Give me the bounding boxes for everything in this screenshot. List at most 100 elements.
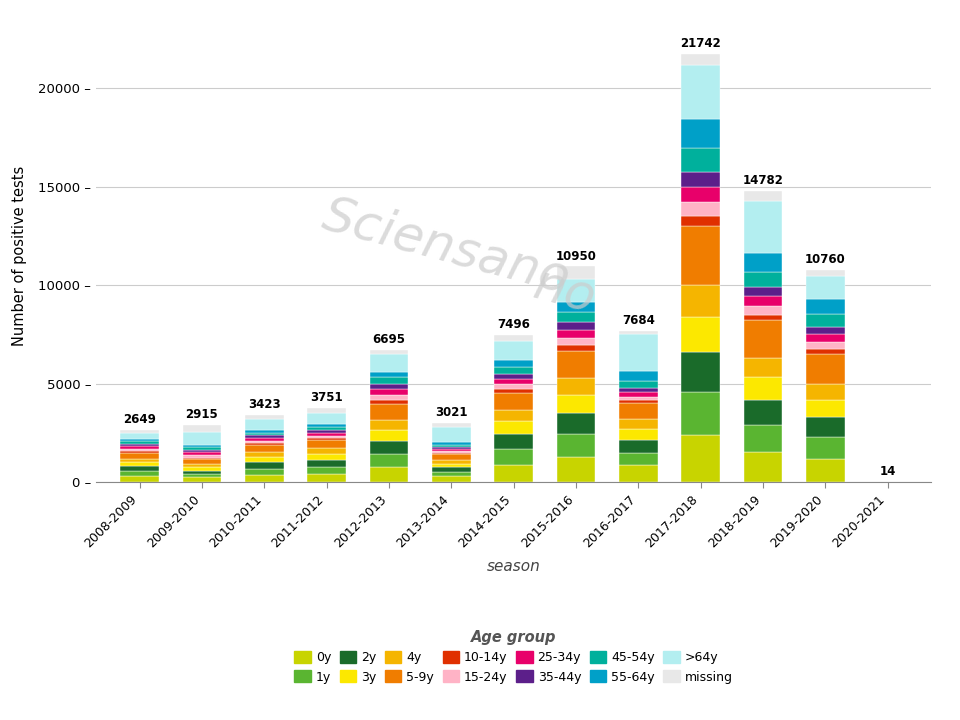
X-axis label: season: season <box>487 559 540 574</box>
Bar <box>370 372 408 377</box>
Bar <box>744 452 782 482</box>
Bar <box>182 432 221 445</box>
Y-axis label: Number of positive tests: Number of positive tests <box>12 166 27 346</box>
Bar <box>682 226 720 285</box>
Bar <box>744 287 782 297</box>
Bar <box>245 462 283 469</box>
Bar <box>245 443 283 445</box>
Bar <box>805 418 845 437</box>
Bar <box>245 469 283 475</box>
Bar <box>432 467 470 472</box>
Bar <box>245 457 283 462</box>
Bar <box>619 465 658 482</box>
Bar <box>245 433 283 436</box>
Bar <box>120 441 159 444</box>
Bar <box>182 474 221 477</box>
Bar <box>744 253 782 272</box>
Bar <box>120 446 159 449</box>
Bar <box>307 430 346 433</box>
Bar <box>120 433 159 439</box>
Bar <box>120 476 159 482</box>
Bar <box>805 400 845 418</box>
Bar <box>805 343 845 349</box>
Text: 3751: 3751 <box>310 392 343 405</box>
Bar <box>120 453 159 459</box>
Bar <box>370 354 408 372</box>
Bar <box>245 436 283 438</box>
Bar <box>682 119 720 148</box>
Bar <box>744 191 782 202</box>
Bar <box>744 320 782 359</box>
Bar <box>682 172 720 186</box>
Text: 14782: 14782 <box>742 174 783 187</box>
Bar <box>182 425 221 432</box>
Bar <box>557 266 595 279</box>
Bar <box>307 440 346 448</box>
Bar <box>370 377 408 384</box>
Bar <box>557 330 595 338</box>
Bar <box>557 346 595 351</box>
Bar <box>619 381 658 387</box>
Bar <box>557 395 595 413</box>
Bar <box>682 53 720 66</box>
Bar <box>182 445 221 447</box>
Text: 10760: 10760 <box>804 253 846 266</box>
Bar <box>307 460 346 467</box>
Bar <box>494 465 533 482</box>
Text: 3021: 3021 <box>435 406 468 419</box>
Bar <box>557 413 595 434</box>
Bar <box>432 449 470 451</box>
Bar <box>682 186 720 202</box>
Bar <box>120 439 159 441</box>
Bar <box>744 426 782 452</box>
Bar <box>682 435 720 482</box>
Bar <box>619 331 658 334</box>
Bar <box>494 384 533 389</box>
Bar <box>557 322 595 330</box>
Text: 10950: 10950 <box>556 250 596 263</box>
Bar <box>619 397 658 400</box>
Bar <box>245 441 283 443</box>
Bar <box>432 444 470 447</box>
Bar <box>682 392 720 435</box>
Bar <box>494 360 533 366</box>
Bar <box>120 444 159 446</box>
Bar <box>619 403 658 419</box>
Bar <box>682 285 720 317</box>
Bar <box>619 334 658 372</box>
Bar <box>432 454 470 460</box>
Bar <box>120 466 159 471</box>
Bar <box>494 341 533 360</box>
Text: 14: 14 <box>879 465 896 478</box>
Bar <box>619 400 658 403</box>
Bar <box>182 477 221 482</box>
Text: 7496: 7496 <box>497 318 530 330</box>
Text: 6695: 6695 <box>372 333 405 346</box>
Bar <box>432 460 470 464</box>
Bar <box>805 270 845 276</box>
Bar <box>370 441 408 454</box>
Bar <box>494 389 533 392</box>
Bar <box>182 450 221 452</box>
Bar <box>494 374 533 379</box>
Bar <box>182 471 221 474</box>
Bar <box>744 315 782 320</box>
Bar <box>805 276 845 300</box>
Bar <box>370 395 408 400</box>
Bar <box>182 467 221 471</box>
Bar <box>307 436 346 438</box>
Bar <box>120 462 159 466</box>
Bar <box>245 438 283 441</box>
Bar <box>744 306 782 315</box>
Bar <box>682 216 720 226</box>
Bar <box>120 471 159 476</box>
Text: 21742: 21742 <box>681 37 721 50</box>
Text: 7684: 7684 <box>622 314 655 327</box>
Bar <box>182 459 221 464</box>
Bar <box>370 390 408 395</box>
Bar <box>120 430 159 433</box>
Bar <box>744 297 782 306</box>
Bar <box>245 475 283 482</box>
Bar <box>805 327 845 335</box>
Bar <box>120 459 159 462</box>
